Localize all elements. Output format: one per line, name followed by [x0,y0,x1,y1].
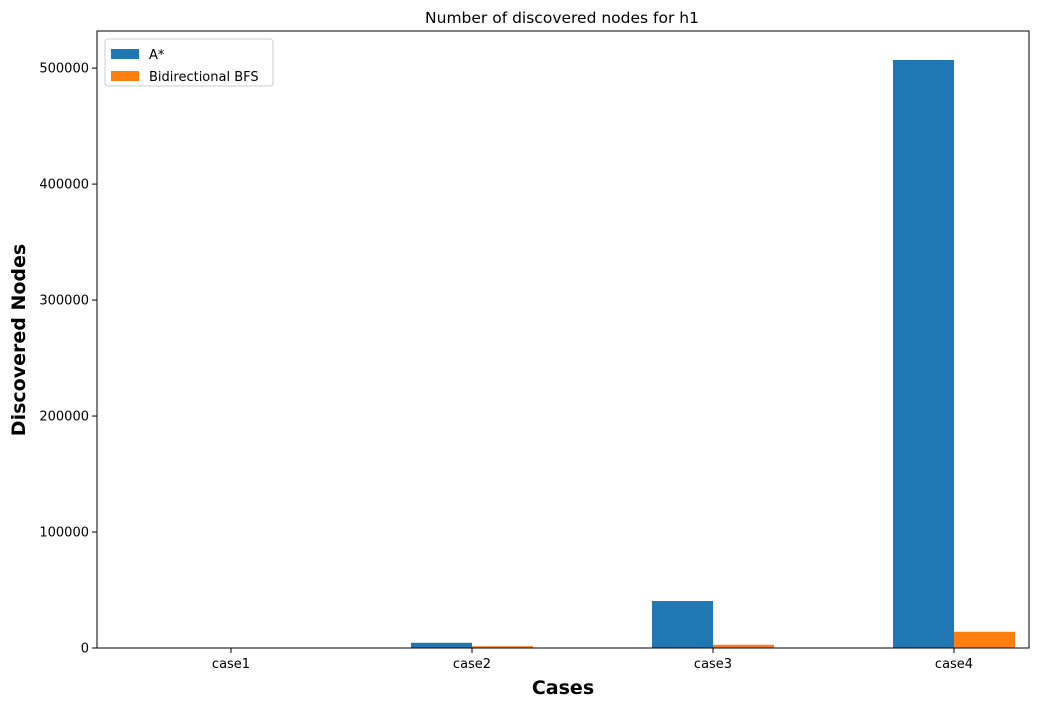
bar-bidirectional-bfs-case4 [954,631,1015,648]
plot-area [96,30,1030,649]
y-tick-label: 100000 [39,526,89,541]
x-axis-label: Cases [532,677,594,699]
legend: A* Bidirectional BFS [104,38,274,87]
bar-bidirectional-bfs-case2 [472,646,533,648]
ticks-layer: 0 100000 200000 300000 400000 500000 case1 case… [39,62,973,672]
y-tick-label: 0 [81,642,89,657]
y-tick-label: 400000 [39,178,89,193]
legend-label: Bidirectional BFS [149,70,259,85]
x-tick-label: case1 [212,657,250,672]
legend-label: A* [149,48,165,63]
bar-astar-case4 [893,59,954,648]
bar-astar-case2 [411,642,472,648]
legend-swatch [111,71,139,81]
x-tick-label: case3 [694,657,732,672]
chart-title: Number of discovered nodes for h1 [425,9,699,27]
y-tick-label: 200000 [39,410,89,425]
x-tick-label: case2 [453,657,491,672]
legend-swatch [111,49,139,59]
y-tick-label: 500000 [39,62,89,77]
bar-bidirectional-bfs-case3 [713,644,774,648]
bar-astar-case3 [652,601,713,648]
bars-layer [170,59,1015,648]
y-tick-label: 300000 [39,294,89,309]
legend-frame [104,38,274,87]
y-axis-label: Discovered Nodes [8,244,30,436]
x-tick-label: case4 [935,657,973,672]
